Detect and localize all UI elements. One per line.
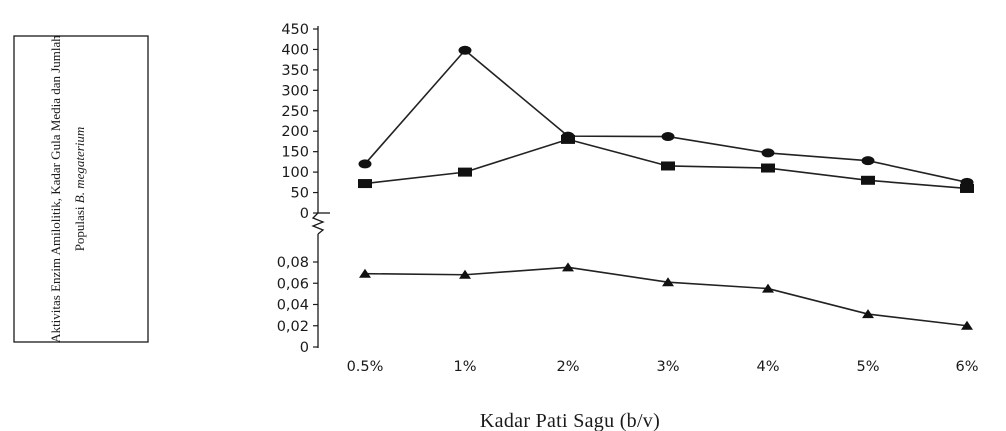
axes <box>311 26 330 348</box>
ylabel-line2: Populasi B. megaterium <box>72 127 87 252</box>
upper-y-tick-label: 150 <box>281 145 309 161</box>
data-point-triangle <box>862 309 874 319</box>
data-point-triangle <box>762 283 774 293</box>
lower-y-tick-label: 0,02 <box>277 319 309 335</box>
upper-y-ticks: 450 400 350 300 250 200 150 100 50 0 <box>281 22 318 222</box>
data-point-triangle <box>961 320 973 330</box>
data-point-circle <box>761 148 775 158</box>
x-tick-label: 2% <box>556 359 579 375</box>
upper-y-tick-label: 200 <box>281 124 309 140</box>
lower-y-tick-label: 0,04 <box>277 298 309 314</box>
series-line-triangle <box>364 266 968 327</box>
data-point-triangle <box>359 268 371 278</box>
ylabel-box: Aktivitas Enzim Amilolitik, Kadar Gula M… <box>13 35 149 343</box>
lower-y-ticks: 0,08 0,06 0,04 0,02 0 <box>277 255 318 356</box>
upper-y-tick-label: 400 <box>281 42 309 58</box>
data-point-circle <box>861 156 875 166</box>
axis-break-icon <box>311 212 325 235</box>
ylabel-line2-prefix: Populasi <box>72 203 87 251</box>
upper-y-tick-label: 350 <box>281 63 309 79</box>
data-point-triangle <box>662 277 674 287</box>
x-tick-label: 6% <box>955 359 978 375</box>
x-tick-label: 5% <box>856 359 879 375</box>
x-tick-label: 3% <box>656 359 679 375</box>
data-point-square <box>561 134 575 144</box>
upper-y-tick-label: 50 <box>291 186 309 202</box>
upper-y-tick-label: 250 <box>281 104 309 120</box>
data-point-circle <box>358 159 372 169</box>
upper-y-tick-label: 450 <box>281 22 309 38</box>
upper-y-tick-label: 0 <box>300 206 309 222</box>
x-tick-label: 1% <box>453 359 476 375</box>
x-axis-label: Kadar Pati Sagu (b/v) <box>480 410 660 431</box>
data-point-triangle <box>459 269 471 279</box>
upper-y-tick-label: 300 <box>281 83 309 99</box>
data-point-circle <box>458 45 472 55</box>
data-point-square <box>661 161 675 171</box>
data-point-square <box>960 183 974 193</box>
upper-y-tick-label: 100 <box>281 165 309 181</box>
series-layer <box>358 45 974 330</box>
data-point-square <box>458 167 472 177</box>
x-tick-label: 0.5% <box>347 359 384 375</box>
x-tick-labels: 0.5% 1% 2% 3% 4% 5% 6% <box>347 359 979 375</box>
ylabel-line1: Aktivitas Enzim Amilolitik, Kadar Gula M… <box>48 35 63 343</box>
lower-y-tick-label: 0 <box>300 340 309 356</box>
data-point-triangle <box>562 262 574 272</box>
data-point-circle <box>661 132 675 142</box>
lower-y-tick-label: 0,08 <box>277 255 309 271</box>
data-point-square <box>358 179 372 189</box>
data-point-square <box>761 163 775 173</box>
x-tick-label: 4% <box>756 359 779 375</box>
data-point-square <box>861 175 875 185</box>
ylabel-line2-species: B. megaterium <box>72 127 87 204</box>
lower-y-tick-label: 0,06 <box>277 276 309 292</box>
